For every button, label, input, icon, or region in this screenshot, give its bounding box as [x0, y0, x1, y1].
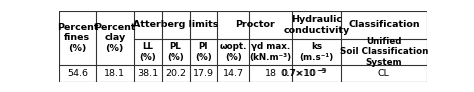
- Text: ωopt.
(%): ωopt. (%): [219, 42, 247, 62]
- Text: LL
(%): LL (%): [139, 42, 156, 62]
- Text: 38.1: 38.1: [137, 69, 158, 78]
- Text: ks
(m.s⁻¹): ks (m.s⁻¹): [300, 42, 334, 62]
- Text: Percent
fines
(%): Percent fines (%): [57, 23, 98, 53]
- Text: PI
(%): PI (%): [195, 42, 212, 62]
- Text: γd max.
(kN.m⁻³): γd max. (kN.m⁻³): [250, 42, 292, 62]
- Text: Hydraulic
conductivity: Hydraulic conductivity: [283, 15, 350, 35]
- Text: Classification: Classification: [348, 20, 419, 29]
- Text: 18.1: 18.1: [104, 69, 125, 78]
- Text: 0.7×10: 0.7×10: [280, 69, 315, 78]
- Text: PL
(%): PL (%): [167, 42, 184, 62]
- Text: −9: −9: [318, 68, 327, 74]
- Text: 0.7×10: 0.7×10: [282, 69, 317, 78]
- Text: −9: −9: [317, 68, 326, 75]
- Text: Unified
Soil Classification
System: Unified Soil Classification System: [340, 37, 428, 67]
- Text: 18: 18: [264, 69, 277, 78]
- Text: 54.6: 54.6: [67, 69, 88, 78]
- Text: 20.2: 20.2: [165, 69, 186, 78]
- Text: 14.7: 14.7: [223, 69, 244, 78]
- Text: Proctor: Proctor: [235, 20, 274, 29]
- Text: 17.9: 17.9: [193, 69, 214, 78]
- Text: Percent
clay
(%): Percent clay (%): [94, 23, 136, 53]
- Text: Atterberg limits: Atterberg limits: [133, 20, 219, 29]
- Text: CL: CL: [378, 69, 390, 78]
